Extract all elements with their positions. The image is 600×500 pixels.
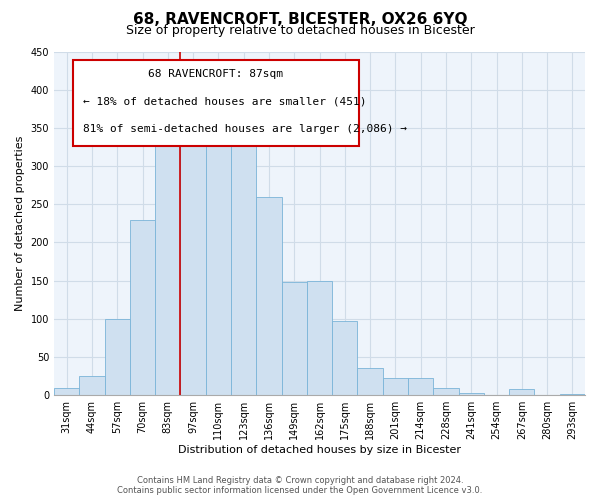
Bar [79, 376, 104, 395]
Bar [408, 378, 433, 395]
Bar [130, 220, 155, 395]
Text: ← 18% of detached houses are smaller (451): ← 18% of detached houses are smaller (45… [83, 96, 367, 106]
Y-axis label: Number of detached properties: Number of detached properties [15, 136, 25, 311]
Text: 68, RAVENCROFT, BICESTER, OX26 6YQ: 68, RAVENCROFT, BICESTER, OX26 6YQ [133, 12, 467, 28]
Bar [560, 394, 585, 395]
Bar [104, 319, 130, 395]
Bar [231, 124, 256, 395]
Text: 81% of semi-detached houses are larger (2,086) →: 81% of semi-detached houses are larger (… [83, 124, 407, 134]
Bar [155, 116, 181, 395]
X-axis label: Distribution of detached houses by size in Bicester: Distribution of detached houses by size … [178, 445, 461, 455]
Bar [206, 109, 231, 395]
Bar [256, 196, 281, 395]
Bar [509, 389, 535, 395]
Bar [181, 112, 206, 395]
Bar [281, 282, 307, 395]
Text: Contains HM Land Registry data © Crown copyright and database right 2024.
Contai: Contains HM Land Registry data © Crown c… [118, 476, 482, 495]
Text: 68 RAVENCROFT: 87sqm: 68 RAVENCROFT: 87sqm [148, 68, 283, 78]
FancyBboxPatch shape [73, 60, 359, 146]
Text: Size of property relative to detached houses in Bicester: Size of property relative to detached ho… [125, 24, 475, 37]
Bar [383, 378, 408, 395]
Bar [358, 368, 383, 395]
Bar [54, 388, 79, 395]
Bar [332, 321, 358, 395]
Bar [307, 280, 332, 395]
Bar [433, 388, 458, 395]
Bar [458, 393, 484, 395]
